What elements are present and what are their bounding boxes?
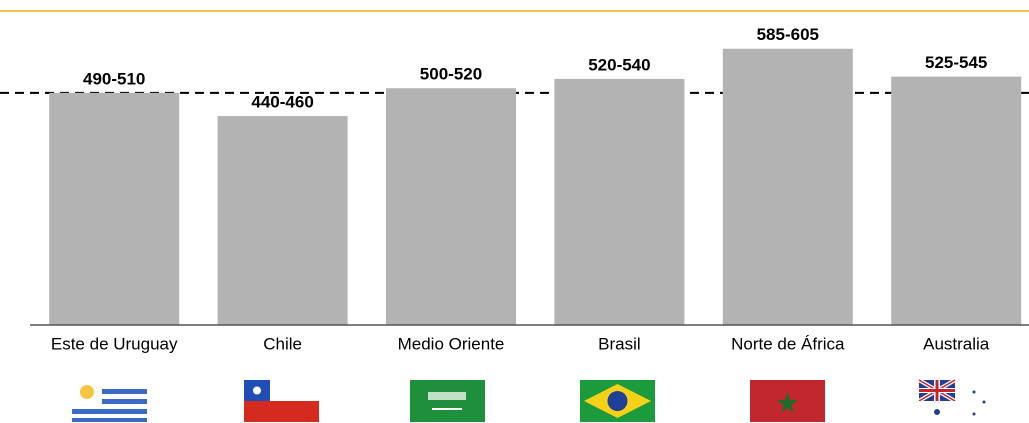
bar bbox=[722, 48, 853, 325]
flags bbox=[72, 378, 994, 422]
flag-australia bbox=[917, 378, 994, 422]
value-label: 520-540 bbox=[588, 55, 650, 74]
x-tick-label: Chile bbox=[263, 334, 302, 353]
bar bbox=[49, 92, 180, 325]
x-tick-label: Medio Oriente bbox=[398, 334, 505, 353]
value-label: 490-510 bbox=[83, 69, 145, 88]
flag-chile bbox=[244, 380, 319, 422]
bar bbox=[891, 76, 1022, 325]
x-tick-label: Brasil bbox=[598, 334, 641, 353]
bar bbox=[217, 116, 348, 325]
x-tick-label: Este de Uruguay bbox=[51, 334, 178, 353]
bar bbox=[386, 88, 516, 325]
flag-brazil bbox=[580, 380, 655, 422]
value-label: 440-460 bbox=[251, 93, 313, 112]
value-label: 585-605 bbox=[757, 25, 819, 44]
value-label: 525-545 bbox=[925, 53, 987, 72]
x-tick-label: Australia bbox=[923, 334, 990, 353]
value-label: 500-520 bbox=[420, 65, 482, 84]
flag-morocco bbox=[750, 380, 825, 422]
flag-uruguay bbox=[72, 380, 147, 422]
flag-saudi bbox=[410, 380, 485, 422]
x-tick-label: Norte de África bbox=[731, 334, 845, 353]
bar bbox=[554, 78, 685, 325]
